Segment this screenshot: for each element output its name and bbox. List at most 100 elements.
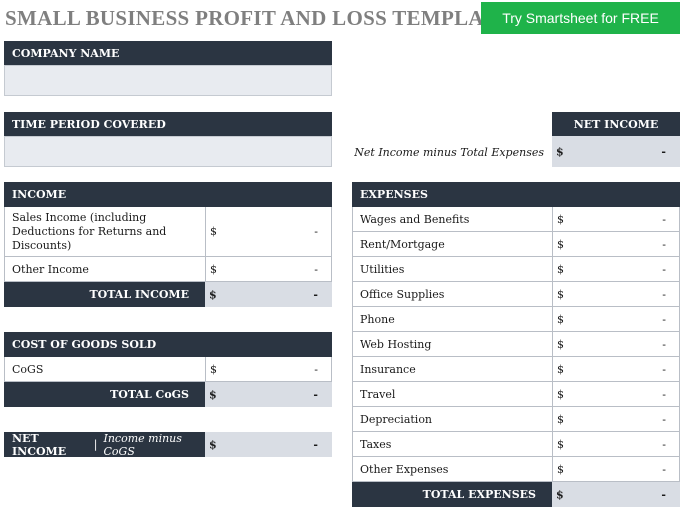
company-name-header: COMPANY NAME: [4, 41, 332, 65]
amount: -: [662, 212, 666, 226]
amount: -: [313, 438, 318, 451]
table-row: Rent/Mortgage $ -: [352, 232, 680, 257]
currency-symbol: $: [210, 263, 217, 276]
cogs-row-value[interactable]: $ -: [205, 357, 332, 382]
currency-symbol: $: [209, 438, 217, 451]
expense-row-value[interactable]: $ -: [552, 382, 680, 406]
expense-row-label: Phone: [360, 312, 395, 326]
table-row: Travel $ -: [352, 382, 680, 407]
table-row: Web Hosting $ -: [352, 332, 680, 357]
expense-row-label: Office Supplies: [360, 287, 445, 301]
income-row-value[interactable]: $ -: [205, 207, 332, 256]
total-income-value: $ -: [205, 282, 332, 307]
expense-row-label: Rent/Mortgage: [360, 237, 445, 251]
currency-symbol: $: [210, 363, 217, 376]
total-expenses-label: TOTAL EXPENSES: [352, 482, 552, 507]
expense-row-label: Taxes: [360, 437, 392, 451]
company-name-field[interactable]: [4, 65, 332, 96]
table-row: CoGS $ -: [4, 357, 332, 382]
currency-symbol: $: [557, 463, 564, 476]
table-row: Other Expenses $ -: [352, 457, 680, 482]
currency-symbol: $: [557, 262, 564, 276]
currency-symbol: $: [557, 312, 564, 326]
expense-row-value[interactable]: $ -: [552, 307, 680, 331]
total-cogs-value: $ -: [205, 382, 332, 407]
amount: -: [662, 437, 666, 451]
currency-symbol: $: [557, 412, 564, 426]
expense-row-value[interactable]: $ -: [552, 257, 680, 281]
table-row: Insurance $ -: [352, 357, 680, 382]
income-header: INCOME: [4, 182, 332, 207]
amount: -: [662, 387, 666, 401]
currency-symbol: $: [557, 387, 564, 401]
expense-row-label: Web Hosting: [360, 337, 432, 351]
expense-row-value[interactable]: $ -: [552, 407, 680, 431]
net-income-cogs-value: $ -: [205, 432, 332, 457]
expense-row-value[interactable]: $ -: [552, 432, 680, 456]
amount: -: [314, 263, 318, 276]
currency-symbol: $: [209, 288, 217, 301]
cogs-table: [4, 357, 332, 382]
amount: -: [662, 312, 666, 326]
income-row-label: Sales Income (including Deductions for R…: [12, 210, 167, 252]
amount: -: [662, 463, 666, 476]
table-row: Other Income $ -: [4, 257, 332, 282]
currency-symbol: $: [556, 488, 564, 501]
net-income-summary-header: NET INCOME: [552, 112, 680, 136]
amount: -: [314, 363, 318, 376]
page-title: SMALL BUSINESS PROFIT AND LOSS TEMPLATE: [5, 6, 511, 30]
currency-symbol: $: [557, 437, 564, 451]
expense-row-value[interactable]: $ -: [552, 457, 680, 482]
currency-symbol: $: [557, 212, 564, 226]
amount: -: [662, 337, 666, 351]
time-period-header: TIME PERIOD COVERED: [4, 112, 332, 136]
expense-row-value[interactable]: $ -: [552, 332, 680, 356]
expense-row-label: Insurance: [360, 362, 416, 376]
expense-row-value[interactable]: $ -: [552, 232, 680, 256]
net-income-label: NET INCOME: [12, 431, 67, 458]
table-row: Sales Income (including Deductions for R…: [4, 207, 332, 257]
expense-row-label: Other Expenses: [360, 463, 449, 476]
table-row: Wages and Benefits $ -: [352, 207, 680, 232]
currency-symbol: $: [209, 388, 217, 401]
amount: -: [662, 262, 666, 276]
amount: -: [661, 488, 666, 501]
expense-row-label: Travel: [360, 387, 396, 401]
amount: -: [662, 237, 666, 251]
try-smartsheet-button[interactable]: Try Smartsheet for FREE: [481, 2, 680, 34]
net-income-summary-value[interactable]: $ -: [552, 136, 680, 167]
table-row: Phone $ -: [352, 307, 680, 332]
currency-symbol: $: [557, 337, 564, 351]
cogs-row-label: CoGS: [12, 363, 44, 376]
table-row: Taxes $ -: [352, 432, 680, 457]
net-income-summary-note: Net Income minus Total Expenses: [354, 146, 544, 159]
table-row: Depreciation $ -: [352, 407, 680, 432]
currency-symbol: $: [557, 237, 564, 251]
expense-row-label: Utilities: [360, 262, 405, 276]
expense-row-value[interactable]: $ -: [552, 282, 680, 306]
currency-symbol: $: [557, 287, 564, 301]
total-expenses-value: $ -: [552, 482, 680, 507]
amount: -: [662, 412, 666, 426]
expense-row-value[interactable]: $ -: [552, 207, 680, 231]
net-income-cogs-label: NET INCOME | Income minus CoGS: [4, 431, 205, 458]
net-income-sublabel: Income minus CoGS: [103, 431, 182, 458]
table-row: Utilities $ -: [352, 257, 680, 282]
amount: -: [662, 362, 666, 376]
amount: -: [313, 288, 318, 301]
amount: -: [661, 145, 666, 158]
income-row-value[interactable]: $ -: [205, 257, 332, 282]
separator: |: [93, 438, 98, 451]
expenses-table: [352, 207, 680, 482]
expenses-header: EXPENSES: [352, 182, 680, 207]
expense-row-label: Depreciation: [360, 412, 433, 426]
currency-symbol: $: [210, 225, 217, 238]
expense-row-label: Wages and Benefits: [360, 212, 470, 226]
amount: -: [662, 287, 666, 301]
cogs-header: COST OF GOODS SOLD: [4, 332, 332, 357]
time-period-field[interactable]: [4, 136, 332, 167]
income-table: [4, 207, 332, 282]
income-row-label: Other Income: [12, 263, 89, 276]
total-income-label: TOTAL INCOME: [4, 282, 205, 307]
expense-row-value[interactable]: $ -: [552, 357, 680, 381]
